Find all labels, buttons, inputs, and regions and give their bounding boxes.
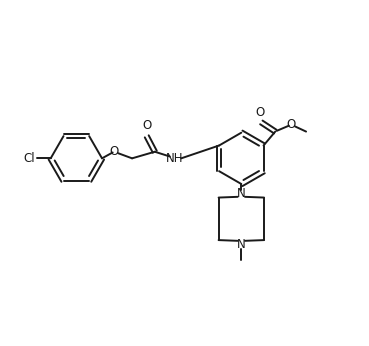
Text: N: N xyxy=(237,186,246,200)
Text: N: N xyxy=(237,238,246,251)
Text: Cl: Cl xyxy=(24,152,35,165)
Text: O: O xyxy=(109,145,118,158)
Text: NH: NH xyxy=(166,152,184,165)
Text: O: O xyxy=(142,119,151,132)
Text: O: O xyxy=(255,107,264,119)
Text: O: O xyxy=(286,118,295,131)
